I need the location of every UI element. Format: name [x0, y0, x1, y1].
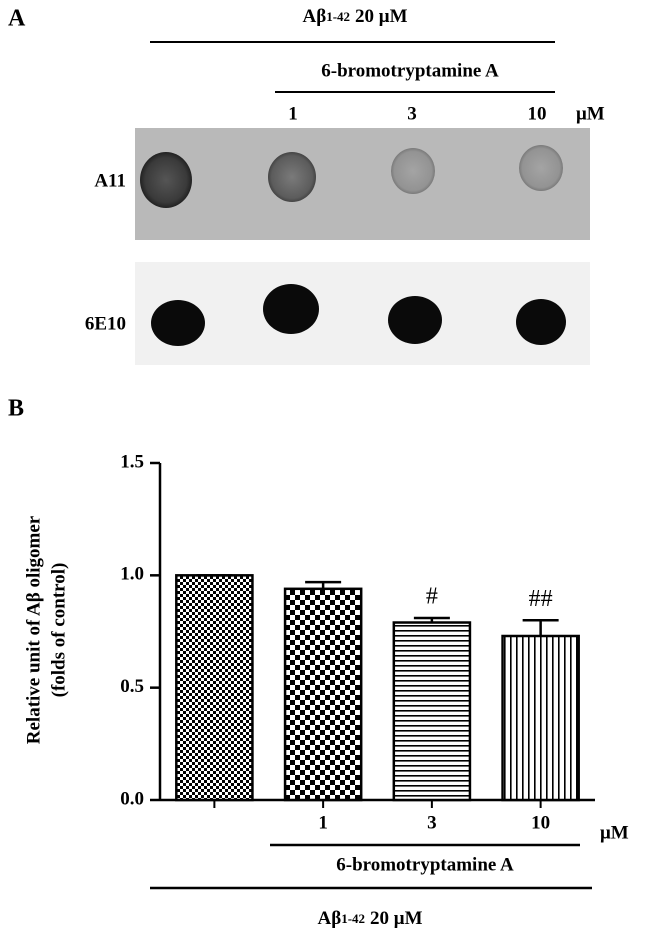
- treatment-dose: 20 μM: [355, 6, 408, 27]
- blot-dot: [519, 145, 563, 191]
- blot-dot: [268, 152, 316, 202]
- y-tick-label: 0.5: [120, 676, 144, 697]
- blot-dot: [388, 296, 442, 344]
- dose-label: 3: [407, 103, 417, 124]
- annotation: #: [426, 584, 438, 610]
- treatment-subscript: 1-42: [326, 9, 350, 24]
- row-label: A11: [94, 170, 126, 191]
- blot-dot: [263, 284, 319, 334]
- panel-label: B: [8, 396, 24, 422]
- blot-dot: [140, 152, 192, 208]
- blot-dot: [516, 299, 566, 345]
- blot-dot: [151, 300, 205, 346]
- unit-label: μM: [600, 822, 629, 843]
- panel-label: A: [8, 6, 26, 32]
- dose-label: 1: [288, 103, 298, 124]
- treatment-label: Aβ1-42 20 μM: [302, 6, 407, 27]
- y-axis-title: (folds of control): [48, 563, 69, 698]
- x-tick-label: 3: [427, 812, 437, 833]
- x-tick-label: 10: [531, 812, 550, 833]
- treatment-subscript: 1-42: [341, 911, 365, 926]
- blot-membrane: [135, 262, 590, 365]
- bar: [501, 634, 580, 802]
- y-axis-title: Relative unit of Aβ oligomer: [23, 515, 44, 744]
- blot-membrane: [135, 128, 590, 240]
- bar: [283, 587, 363, 802]
- row-label: 6E10: [85, 313, 126, 334]
- treatment-label: Aβ1-42 20 μM: [317, 908, 422, 929]
- x-tick-label: 1: [318, 812, 328, 833]
- unit-label: μM: [576, 103, 605, 124]
- treatment-dose: 20 μM: [370, 908, 423, 929]
- bar: [175, 574, 254, 802]
- blot-dot: [391, 148, 435, 194]
- compound-label: 6-bromotryptamine A: [336, 854, 514, 875]
- annotation: ##: [529, 586, 553, 612]
- treatment-text: Aβ: [302, 6, 326, 27]
- y-tick-label: 0.0: [120, 788, 144, 809]
- y-tick-label: 1.0: [120, 564, 144, 585]
- dose-label: 10: [528, 103, 547, 124]
- compound-label: 6-bromotryptamine A: [321, 60, 499, 81]
- bar: [392, 621, 472, 802]
- treatment-text: Aβ: [317, 908, 341, 929]
- y-tick-label: 1.5: [120, 451, 144, 472]
